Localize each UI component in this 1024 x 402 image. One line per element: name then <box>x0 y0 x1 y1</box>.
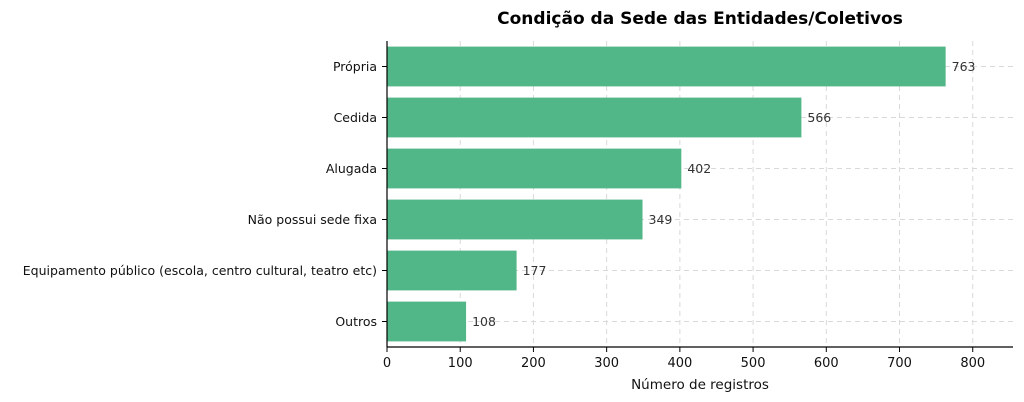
x-tick-label: 300 <box>594 356 619 371</box>
bar <box>387 148 682 189</box>
axes: Própria Cedida Alugada Não possui sede fixa… <box>23 41 1013 371</box>
x-tick-label: 500 <box>741 356 766 371</box>
x-tick-label: 700 <box>887 356 912 371</box>
x-tick-label: 400 <box>667 356 692 371</box>
bar <box>387 250 517 291</box>
x-axis-label: Número de registros <box>631 377 769 393</box>
bar-value-label: 566 <box>807 110 831 125</box>
chart-title: Condição da Sede das Entidades/Coletivos <box>497 9 903 29</box>
bar <box>387 301 467 342</box>
bar-value-label: 402 <box>687 161 711 176</box>
bar-value-label: 763 <box>952 59 976 74</box>
category-tick-label: Outros <box>335 314 377 329</box>
category-tick-label: Equipamento público (escola, centro cult… <box>23 263 377 278</box>
bar-value-label: 108 <box>472 314 496 329</box>
x-tick-label: 0 <box>383 356 391 371</box>
category-tick-label: Própria <box>333 59 377 74</box>
category-tick-label: Não possui sede fixa <box>248 212 377 227</box>
x-tick-label: 100 <box>448 356 473 371</box>
x-tick-label: 800 <box>960 356 985 371</box>
x-tick-label: 200 <box>521 356 546 371</box>
category-tick-label: Alugada <box>326 161 377 176</box>
x-tick-label: 600 <box>814 356 839 371</box>
bar-value-label: 349 <box>649 212 673 227</box>
bar <box>387 199 643 240</box>
bars: 763 566 402 349 177 108 <box>387 46 976 342</box>
bar <box>387 97 802 138</box>
bar-value-label: 177 <box>523 263 547 278</box>
category-tick-label: Cedida <box>334 110 377 125</box>
grid-lines <box>386 41 1013 347</box>
bar <box>387 46 946 87</box>
